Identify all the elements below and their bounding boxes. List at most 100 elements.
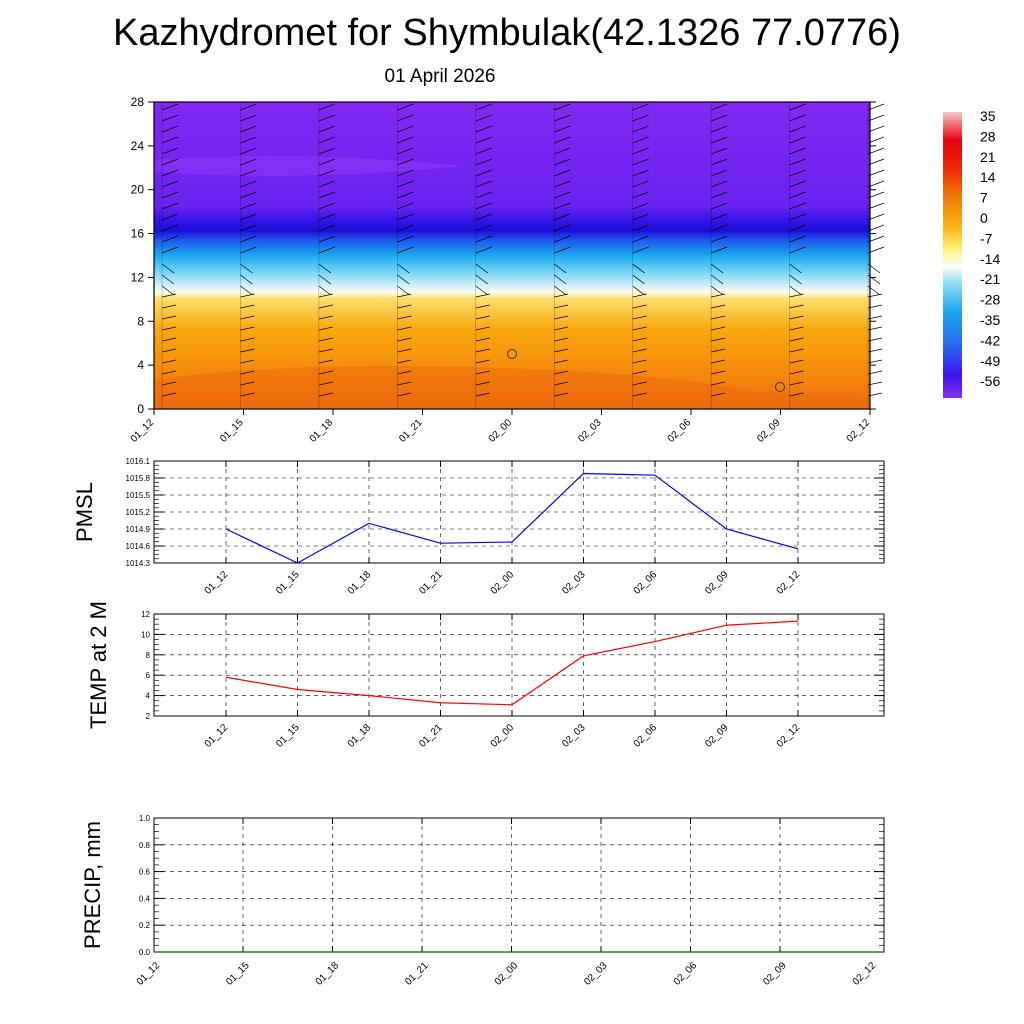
wind-barb <box>711 370 726 375</box>
xtick-label: 02_12 <box>851 960 879 988</box>
wind-barb <box>789 304 804 309</box>
colorbar-label: -42 <box>980 332 1000 348</box>
wind-barb <box>789 337 804 342</box>
heatmap-xtick-label: 01_15 <box>218 417 246 445</box>
heatmap-ytick-label: 16 <box>131 227 145 241</box>
wind-barb <box>632 392 647 397</box>
heatmap-ytick-label: 0 <box>137 402 144 416</box>
wind-barb <box>318 293 333 298</box>
wind-barb <box>397 125 414 133</box>
wind-barb <box>240 191 257 199</box>
wind-barb <box>318 304 333 309</box>
wind-barb <box>554 180 571 188</box>
wind-barb <box>161 274 175 285</box>
colorbar-label: 7 <box>980 190 988 206</box>
wind-barb <box>318 202 336 210</box>
wind-barb <box>318 169 336 177</box>
wind-barb <box>632 326 647 331</box>
heatmap-xtick-label: 01_21 <box>397 417 425 445</box>
wind-barb <box>867 125 885 133</box>
wind-barb <box>397 224 414 232</box>
wind-barb <box>161 147 179 155</box>
wind-barb <box>397 359 412 364</box>
xtick-label: 02_00 <box>489 722 517 750</box>
wind-barb <box>632 147 649 155</box>
ytick-label: 0.6 <box>139 868 151 877</box>
wind-barb <box>240 213 257 221</box>
wind-barb <box>475 224 492 232</box>
wind-barb <box>240 114 257 122</box>
wind-barb <box>240 136 257 144</box>
wind-barb <box>318 370 333 375</box>
wind-barb <box>554 235 571 243</box>
wind-barb <box>632 103 649 111</box>
wind-barb <box>632 202 649 210</box>
wind-barb <box>318 158 336 166</box>
wind-barb <box>397 136 414 144</box>
wind-barb <box>397 285 410 296</box>
ytick-label: 1015.2 <box>126 508 151 517</box>
wind-barb <box>240 103 257 111</box>
wind-barb <box>632 315 647 320</box>
colorbar-label: -14 <box>980 251 1000 267</box>
xtick-label: 02_09 <box>761 960 789 988</box>
wind-barb <box>789 293 804 298</box>
heatmap-xtick-label: 02_06 <box>666 417 694 445</box>
xtick-label: 01_21 <box>403 960 431 988</box>
wind-barb <box>240 246 257 254</box>
wind-barb <box>318 326 333 331</box>
wind-barb <box>789 315 804 320</box>
wind-barb <box>475 381 490 386</box>
wind-barb <box>789 103 806 111</box>
wind-barb <box>710 246 728 254</box>
ytick-label: 1014.3 <box>126 559 151 568</box>
wind-barb <box>711 392 726 397</box>
wind-barb <box>318 114 336 122</box>
colorbar-label: -7 <box>980 230 993 246</box>
wind-barb <box>240 202 257 210</box>
wind-barb <box>240 359 255 364</box>
xtick-label: 02_03 <box>560 722 588 750</box>
wind-barb <box>710 202 728 210</box>
wind-barb <box>397 180 414 188</box>
wind-barb <box>789 147 806 155</box>
wind-barb <box>240 348 255 353</box>
xtick-label: 01_18 <box>346 569 374 597</box>
wind-barb <box>475 103 492 111</box>
wind-barb <box>475 191 492 199</box>
wind-barb <box>397 274 410 285</box>
wind-barb <box>711 293 726 298</box>
heatmap-xtick-label: 02_03 <box>576 417 604 445</box>
wind-barb <box>711 381 726 386</box>
wind-barb <box>710 263 724 274</box>
ytick-label: 2 <box>146 712 151 721</box>
wind-barb <box>789 263 802 274</box>
wind-barb <box>554 263 567 274</box>
y-axis-label: PMSL <box>72 482 97 542</box>
wind-barb <box>397 315 412 320</box>
ytick-label: 1015.8 <box>126 474 151 483</box>
wind-barb <box>475 274 488 285</box>
wind-barb <box>397 235 414 243</box>
wind-barb <box>397 246 414 254</box>
heatmap-fill <box>154 102 870 409</box>
wind-barb <box>161 103 179 111</box>
xtick-label: 02_12 <box>775 722 803 750</box>
wind-barb <box>632 125 649 133</box>
wind-barb <box>240 337 255 342</box>
wind-barb <box>475 348 490 353</box>
wind-barb <box>789 274 802 285</box>
wind-barb <box>554 392 569 397</box>
wind-barb <box>867 103 885 111</box>
wind-barb <box>475 263 488 274</box>
wind-barb <box>554 285 567 296</box>
heatmap-ytick-label: 28 <box>131 95 145 109</box>
wind-barb <box>867 213 885 221</box>
wind-barb <box>789 202 806 210</box>
wind-barb <box>475 285 488 296</box>
wind-barb <box>632 136 649 144</box>
xtick-label: 01_15 <box>274 569 302 597</box>
wind-barb <box>789 180 806 188</box>
ytick-label: 1015.5 <box>126 491 151 500</box>
xtick-label: 01_12 <box>203 722 231 750</box>
